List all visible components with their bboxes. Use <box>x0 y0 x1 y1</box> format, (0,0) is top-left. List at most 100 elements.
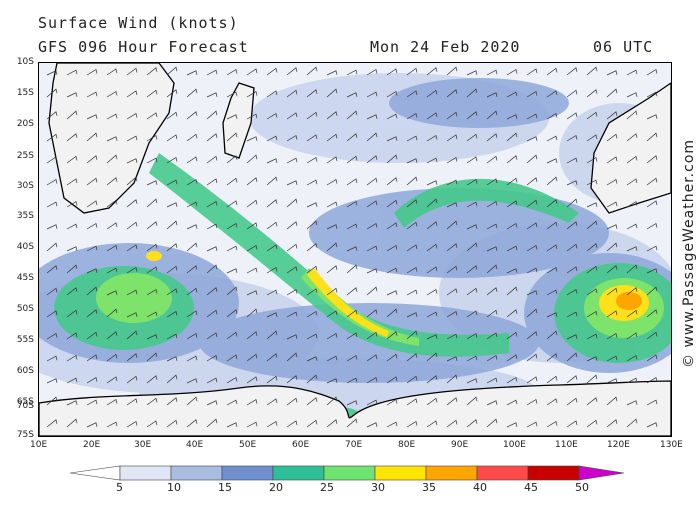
wind-barb <box>246 199 258 208</box>
wind-barb <box>366 91 378 98</box>
wind-barb <box>126 221 138 230</box>
wind-barb <box>66 309 78 318</box>
wind-barb <box>526 290 538 296</box>
wind-barb <box>286 89 298 98</box>
wind-barb <box>66 355 78 362</box>
wind-barb <box>626 110 638 120</box>
wind-barb <box>426 352 438 362</box>
wind-barb <box>346 110 358 120</box>
wind-barb <box>446 157 458 164</box>
land-africa <box>48 63 175 214</box>
wind-barb <box>406 199 418 208</box>
wind-barb <box>266 312 278 318</box>
wind-barb <box>266 90 278 98</box>
wind-barb <box>526 245 538 252</box>
wind-barb <box>566 334 578 340</box>
wind-barb <box>86 91 98 98</box>
wind-barb <box>206 309 218 318</box>
wind-barb <box>106 308 118 318</box>
wind-barb <box>466 88 478 98</box>
wind-barb <box>126 90 138 98</box>
wind-barb <box>646 114 658 120</box>
wind-barb <box>546 244 558 252</box>
wind-barb <box>486 332 498 340</box>
wind-barb <box>446 66 458 76</box>
wind-barb <box>546 267 558 274</box>
wind-barb <box>226 155 238 164</box>
wind-barb <box>386 199 398 208</box>
colorbar-cell <box>221 465 274 481</box>
wind-barb <box>326 111 338 120</box>
wind-barb <box>306 202 318 208</box>
wind-barb <box>486 246 498 252</box>
wind-barb <box>546 221 558 230</box>
wind-barb <box>626 400 638 406</box>
wind-barb <box>166 134 178 142</box>
wind-barb <box>246 421 258 428</box>
wind-barb <box>586 311 598 318</box>
wind-barb <box>306 134 318 142</box>
wind-barb <box>586 265 598 274</box>
wind-barb <box>186 242 198 252</box>
wind-barb <box>406 375 418 384</box>
wind-barb <box>366 223 378 230</box>
wind-barb <box>286 243 298 252</box>
wind-barb <box>546 421 558 428</box>
wind-barb <box>186 88 198 98</box>
wind-barb <box>306 333 318 340</box>
wind-barb <box>306 374 318 384</box>
wind-barb <box>206 201 218 208</box>
wind-barb <box>106 222 118 230</box>
lon-label: 10E <box>30 440 48 450</box>
wind-barb <box>646 132 658 142</box>
wind-barb <box>506 377 518 384</box>
forecast-date: Mon 24 Feb 2020 <box>370 38 521 56</box>
wind-barb <box>446 419 458 428</box>
wind-barb <box>646 422 658 428</box>
wind-barb <box>626 155 638 164</box>
wind-barb <box>386 91 398 98</box>
wind-barb <box>166 157 178 164</box>
wind-barb <box>66 223 78 230</box>
wind-barb <box>266 199 278 208</box>
wind-barb <box>606 88 618 98</box>
wind-barb <box>506 132 518 142</box>
wind-barb <box>546 289 558 296</box>
wind-barb <box>186 156 198 164</box>
wind-barb <box>446 111 458 120</box>
wind-barb <box>606 287 618 296</box>
wind-barb <box>486 133 498 142</box>
wind-barb <box>426 311 438 318</box>
wind-barb <box>286 375 298 384</box>
lat-label: 35S <box>16 211 34 221</box>
wind-barb <box>486 400 498 406</box>
wind-barb <box>206 377 218 384</box>
wind-barb <box>646 309 658 318</box>
wind-barb <box>126 330 138 340</box>
wind-barb <box>86 331 98 340</box>
wind-barb <box>506 268 518 274</box>
wind-barb <box>626 133 638 142</box>
wind-barb <box>266 67 278 76</box>
wind-barb <box>626 287 638 296</box>
wind-barb <box>206 418 218 428</box>
wind-barb <box>646 177 658 186</box>
wind-barb <box>106 353 118 362</box>
wind-barb <box>346 377 358 384</box>
wind-barb <box>206 178 218 186</box>
wind-barb <box>386 113 398 120</box>
wind-barb <box>606 396 618 406</box>
wind-barb <box>106 177 118 186</box>
wind-barb <box>466 111 478 120</box>
wind-barb <box>346 418 358 428</box>
lon-label: 70E <box>345 440 363 450</box>
wind-barb <box>206 155 218 164</box>
wind-barb <box>66 264 78 274</box>
wind-barb <box>566 352 578 362</box>
wind-barb <box>446 288 458 296</box>
wind-barb <box>646 268 658 274</box>
wind-barb <box>266 244 278 252</box>
wind-barb <box>566 67 578 76</box>
wind-barb <box>286 289 298 296</box>
colorbar-cell <box>323 465 376 481</box>
